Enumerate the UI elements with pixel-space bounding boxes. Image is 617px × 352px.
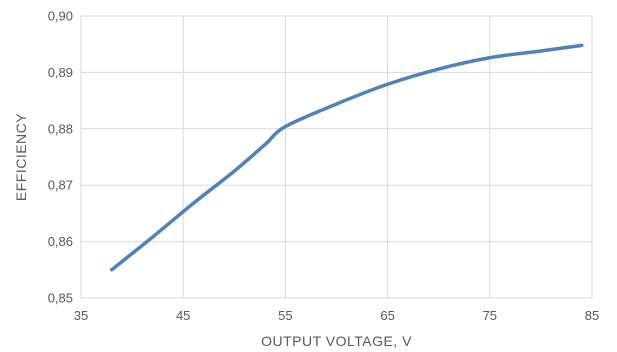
y-tick-label: 0,88 xyxy=(48,121,73,136)
x-tick-label: 35 xyxy=(74,308,88,323)
x-tick-label: 85 xyxy=(585,308,599,323)
y-tick-label: 0,90 xyxy=(48,9,73,24)
plot-frame xyxy=(80,15,593,299)
y-axis-title: EFFICIENCY xyxy=(13,113,29,201)
x-tick-label: 55 xyxy=(278,308,292,323)
grid-layer xyxy=(80,15,593,299)
y-tick-label: 0,86 xyxy=(48,234,73,249)
y-tick-label: 0,85 xyxy=(48,291,73,306)
y-tick-label: 0,87 xyxy=(48,178,73,193)
x-tick-label: 75 xyxy=(483,308,497,323)
series-layer xyxy=(109,43,584,272)
x-tick-label: 45 xyxy=(176,308,190,323)
x-tick-label: 65 xyxy=(380,308,394,323)
x-axis-title: OUTPUT VOLTAGE, V xyxy=(261,333,412,349)
tick-labels: 35 45 55 65 75 85 0,85 0,86 0,87 0,88 0,89 0,90 xyxy=(48,9,600,324)
y-tick-label: 0,89 xyxy=(48,65,73,80)
efficiency-series-line xyxy=(109,43,584,272)
